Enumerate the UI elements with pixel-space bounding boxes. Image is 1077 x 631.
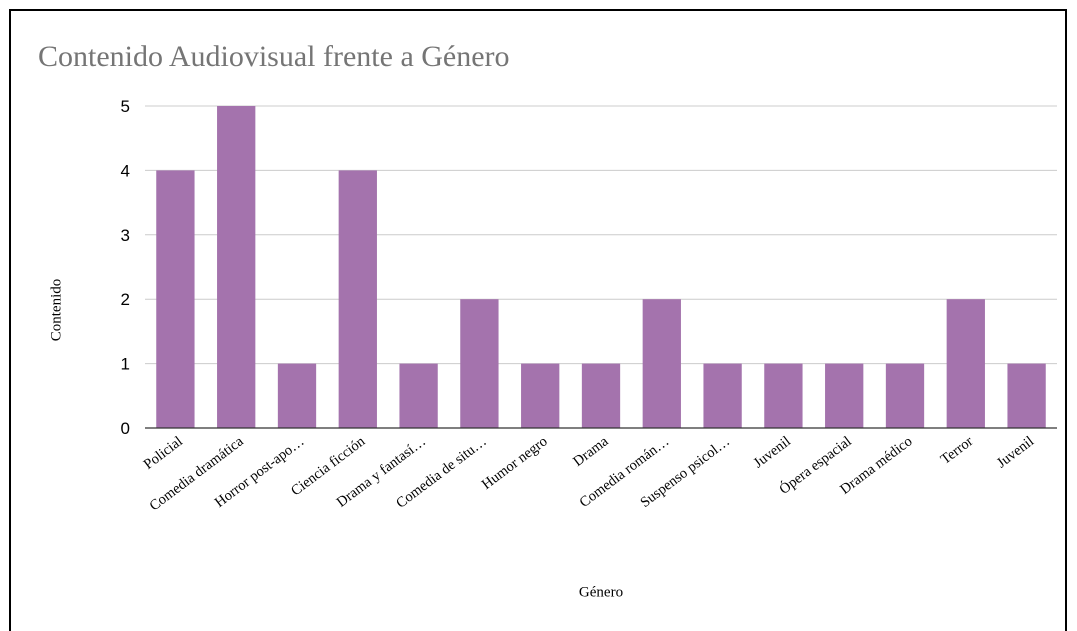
bar xyxy=(642,299,681,428)
bar xyxy=(521,363,560,428)
bar xyxy=(764,363,803,428)
y-tick-label: 2 xyxy=(121,290,130,309)
bar xyxy=(946,299,985,428)
chart-title: Contenido Audiovisual frente a Género xyxy=(38,40,510,73)
y-tick-label: 1 xyxy=(121,355,130,374)
bar xyxy=(156,170,195,428)
bar xyxy=(825,363,864,428)
x-tick-label: Terror xyxy=(938,433,977,468)
bar xyxy=(338,170,377,428)
y-tick-label: 3 xyxy=(121,226,130,245)
bar xyxy=(1007,363,1046,428)
bar xyxy=(399,363,438,428)
x-tick-label: Drama xyxy=(570,433,612,470)
x-tick-label: Juvenil xyxy=(994,433,1037,471)
gridlines xyxy=(145,105,1057,365)
bars xyxy=(156,106,1046,428)
y-tick-label: 4 xyxy=(121,161,130,180)
x-tick-label: Policial xyxy=(141,433,186,472)
y-tick-labels: 0 1 2 3 4 5 xyxy=(121,97,130,438)
y-tick-label: 5 xyxy=(121,97,130,116)
y-tick-label: 0 xyxy=(121,419,130,438)
x-axis-label: Género xyxy=(578,584,624,601)
bar xyxy=(581,363,621,428)
x-tick-label: Humor negro xyxy=(479,433,551,493)
bar xyxy=(277,363,317,428)
bar xyxy=(460,299,499,428)
x-tick-label: Juvenil xyxy=(751,433,794,471)
bar xyxy=(703,363,742,428)
bar xyxy=(217,106,256,428)
bar xyxy=(885,363,925,428)
